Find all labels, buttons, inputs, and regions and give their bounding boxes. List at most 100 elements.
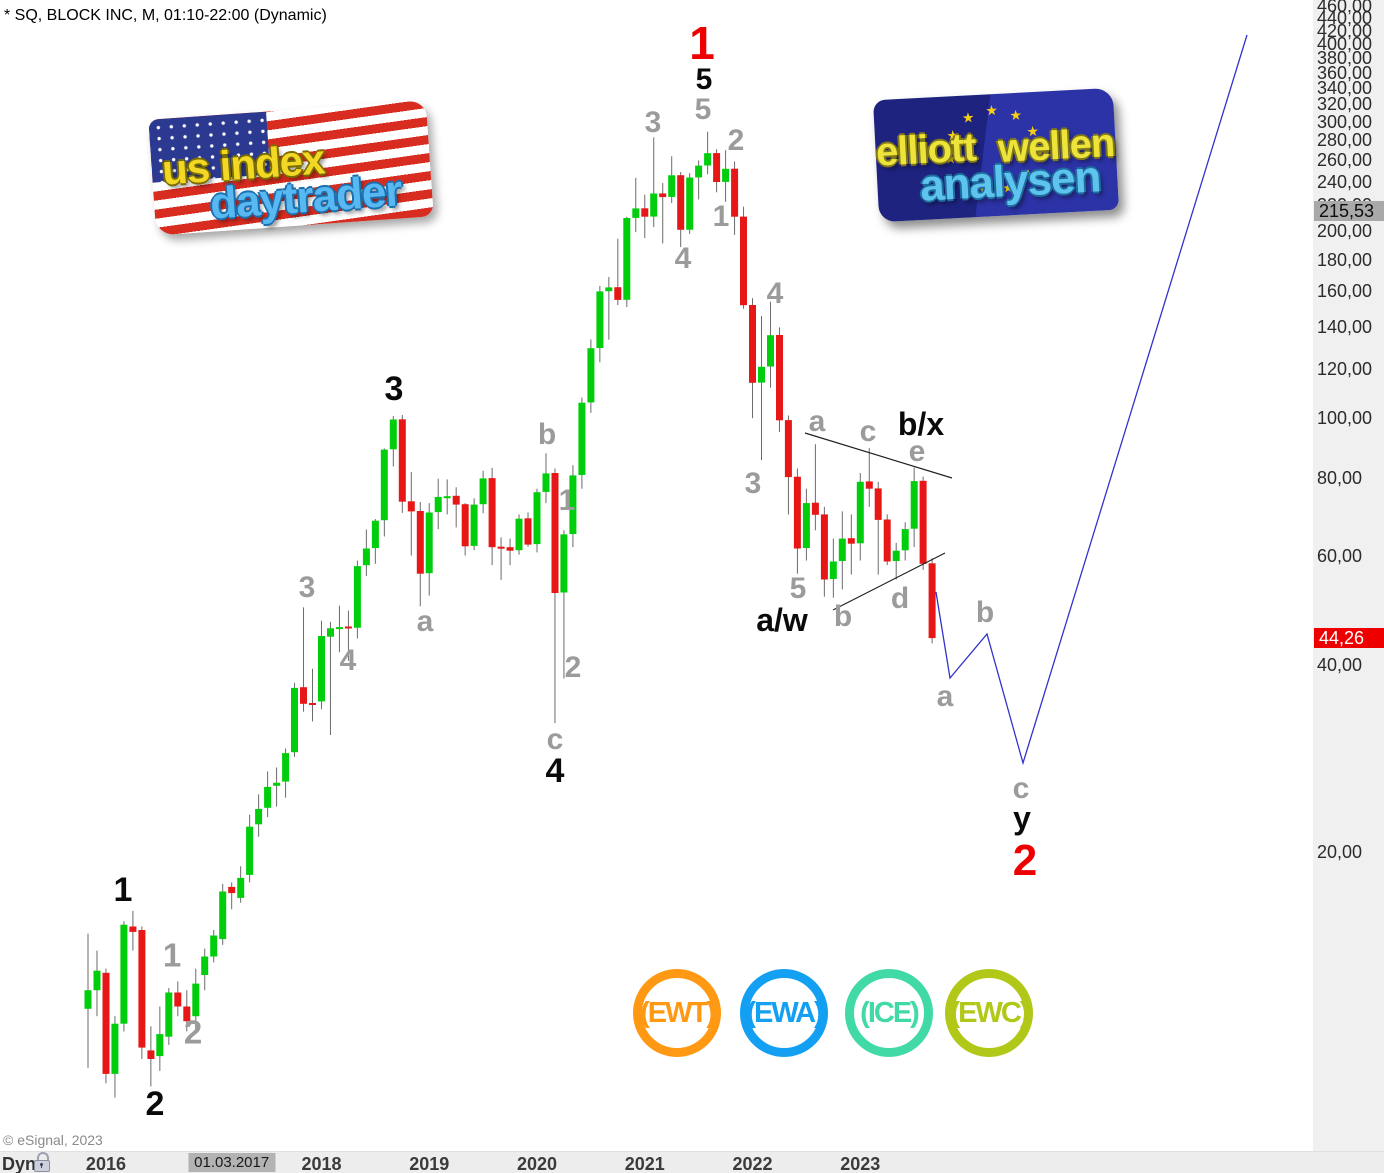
candle-body-2023-04 [883,519,891,562]
year-label-2022: 2022 [732,1154,773,1173]
candle-body-2018-03 [335,627,343,630]
candle-body-2020-07 [587,348,595,403]
candle-body-2017-04 [237,877,245,898]
candle-body-2015-12 [93,970,101,991]
candle-body-2022-08 [811,502,819,515]
time-axis[interactable]: Dyn 2016 2018 2019 2020 2021 2022 2023 01.03.2… [0,1151,1384,1173]
badge-ewa: (EWA) [740,969,828,1057]
candle-body-2022-07 [802,503,810,548]
eu-star-icon: ★ [1009,106,1023,124]
candle-body-2022-11 [838,538,846,561]
wave-label-gray-e: e [908,435,926,468]
candle-body-2018-05 [353,566,361,628]
price-tick-20: 20,00 [1317,842,1363,863]
wave-label-gray-c: c [859,415,877,448]
candle-body-2017-08 [273,782,281,786]
dyn-mode-label[interactable]: Dyn [2,1154,37,1173]
wave-label-black-2: 2 [145,1085,165,1123]
candle-body-2018-04 [344,626,352,629]
wave-label-gray-1: 1 [162,936,182,974]
year-label-2019: 2019 [409,1154,450,1173]
candle-body-2018-08 [380,449,388,521]
candle-body-2017-10 [291,687,298,753]
price-axis[interactable]: 460,00 440,00 420,00 400,00 380,00 360,00 340,… [1313,0,1384,1151]
year-label-2016: 2016 [85,1154,126,1173]
candle-body-2021-06 [686,177,694,230]
candle-body-2017-02 [219,891,227,940]
price-tick-340: 340,00 [1317,78,1373,98]
price-tick-300: 300,00 [1317,111,1373,132]
price-tick-260: 260,00 [1317,150,1373,171]
candle-body-2020-05 [569,475,577,534]
candle-body-2017-11 [300,687,307,704]
price-tick-100: 100,00 [1317,408,1373,429]
candle-body-2020-01 [533,492,541,545]
price-tick-280: 280,00 [1317,130,1373,151]
last-price-badge: 44,26 [1314,628,1384,649]
price-tick-60: 60,00 [1317,546,1363,566]
candle-body-2022-01 [749,305,756,383]
candle-body-2021-03 [659,193,667,198]
logo-text-analysen: analysen [918,152,1102,211]
wave-label-gray-b: b [833,600,853,633]
wave-label-gray-3: 3 [644,106,662,139]
candle-body-2017-06 [255,808,263,825]
candle-body-2018-11 [407,501,415,512]
wave-label-gray-a: a [808,405,826,438]
price-tick-140: 140,00 [1317,317,1373,338]
badge-label-ewt: (EWT) [640,996,716,1029]
wave-label-gray-b: b [975,596,995,629]
wave-label-red-1: 1 [689,17,715,69]
candle-body-2021-10 [722,168,730,182]
wave-label-gray-3: 3 [744,467,762,500]
forecast-projection-line[interactable] [935,34,1248,766]
wave-label-gray-4: 4 [766,277,784,310]
wave-label-gray-2: 2 [564,651,582,684]
candle-body-2018-06 [362,548,370,566]
candle-body-2020-02 [542,473,550,492]
wave-label-black-1: 1 [113,871,133,909]
triangle-trendline-1[interactable] [804,432,953,479]
candle-body-2019-05 [461,504,469,547]
candle-body-2022-05 [784,420,792,478]
candle-body-2016-08 [165,992,173,1037]
wave-label-gray-a: a [416,605,434,638]
candle-body-2021-09 [713,153,721,182]
candle-body-2020-06 [578,402,586,475]
wave-label-black-y: y [1013,800,1031,836]
candle-body-2018-02 [327,628,334,637]
price-tick-400: 400,00 [1317,34,1373,55]
candle-body-2020-04 [560,534,568,593]
wave-label-black-4: 4 [545,752,565,790]
candle-body-2017-05 [246,826,254,875]
year-label-2018: 2018 [301,1154,342,1173]
candle-body-2021-05 [677,175,685,230]
candle-body-2018-09 [389,419,397,450]
candle-body-2019-06 [470,504,478,546]
candle-body-2018-07 [371,520,379,549]
candle-body-2021-07 [695,165,703,178]
candle-body-2023-08 [919,480,927,564]
candle-body-2021-11 [731,168,739,217]
wave-label-black-5: 5 [695,63,713,96]
price-tick-420: 420,00 [1317,21,1373,41]
price-tick-160: 160,00 [1317,281,1373,302]
candle-body-2017-09 [282,753,290,782]
lock-icon[interactable] [34,1152,50,1172]
candle-body-2022-06 [793,476,801,549]
candle-body-2017-03 [228,886,236,894]
eu-star-icon: ★ [961,109,975,127]
badge-ewt: (EWT) [633,969,721,1057]
wave-label-black-b/x: b/x [897,406,945,442]
candle-body-2023-03 [874,488,882,520]
candle-body-2020-10 [614,287,622,300]
candle-body-2022-10 [829,561,837,579]
candle-body-2022-12 [847,538,855,544]
candle-body-2021-01 [641,208,649,217]
triangle-trendline-2[interactable] [832,552,946,611]
candle-body-2016-07 [156,1034,164,1057]
year-label-2020: 2020 [516,1154,558,1173]
candle-body-2022-02 [758,366,765,383]
us-index-daytrader-logo: us index daytrader [148,100,445,236]
